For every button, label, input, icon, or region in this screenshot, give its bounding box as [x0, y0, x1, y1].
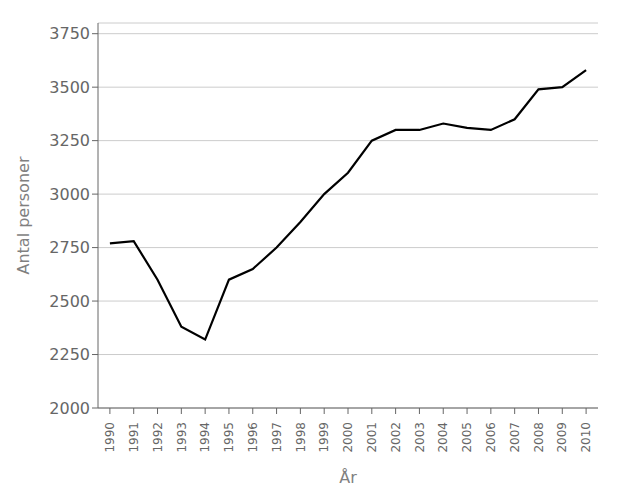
- svg-text:Antal personer: Antal personer: [14, 156, 33, 274]
- svg-text:1998: 1998: [294, 422, 308, 453]
- svg-text:2250: 2250: [49, 345, 90, 364]
- svg-text:1993: 1993: [175, 422, 189, 453]
- svg-text:2010: 2010: [579, 422, 593, 453]
- svg-text:2005: 2005: [460, 422, 474, 453]
- svg-text:2750: 2750: [49, 238, 90, 257]
- svg-text:3750: 3750: [49, 24, 90, 43]
- svg-text:2009: 2009: [555, 422, 569, 453]
- svg-text:1991: 1991: [127, 422, 141, 453]
- svg-text:2007: 2007: [508, 422, 522, 453]
- svg-text:2002: 2002: [389, 422, 403, 453]
- svg-text:År: År: [339, 468, 357, 487]
- svg-text:2000: 2000: [49, 399, 90, 418]
- svg-text:3000: 3000: [49, 185, 90, 204]
- svg-text:1992: 1992: [151, 422, 165, 453]
- svg-text:2006: 2006: [484, 422, 498, 453]
- svg-text:1997: 1997: [270, 422, 284, 453]
- svg-text:2000: 2000: [341, 422, 355, 453]
- svg-text:2001: 2001: [365, 422, 379, 453]
- svg-text:3250: 3250: [49, 131, 90, 150]
- svg-text:3500: 3500: [49, 78, 90, 97]
- svg-text:1990: 1990: [103, 422, 117, 453]
- svg-text:2500: 2500: [49, 292, 90, 311]
- svg-text:2008: 2008: [532, 422, 546, 453]
- svg-text:1995: 1995: [222, 422, 236, 453]
- svg-text:1999: 1999: [317, 422, 331, 453]
- svg-text:1996: 1996: [246, 422, 260, 453]
- svg-text:1994: 1994: [198, 422, 212, 453]
- svg-text:2004: 2004: [436, 422, 450, 453]
- svg-text:2003: 2003: [413, 422, 427, 453]
